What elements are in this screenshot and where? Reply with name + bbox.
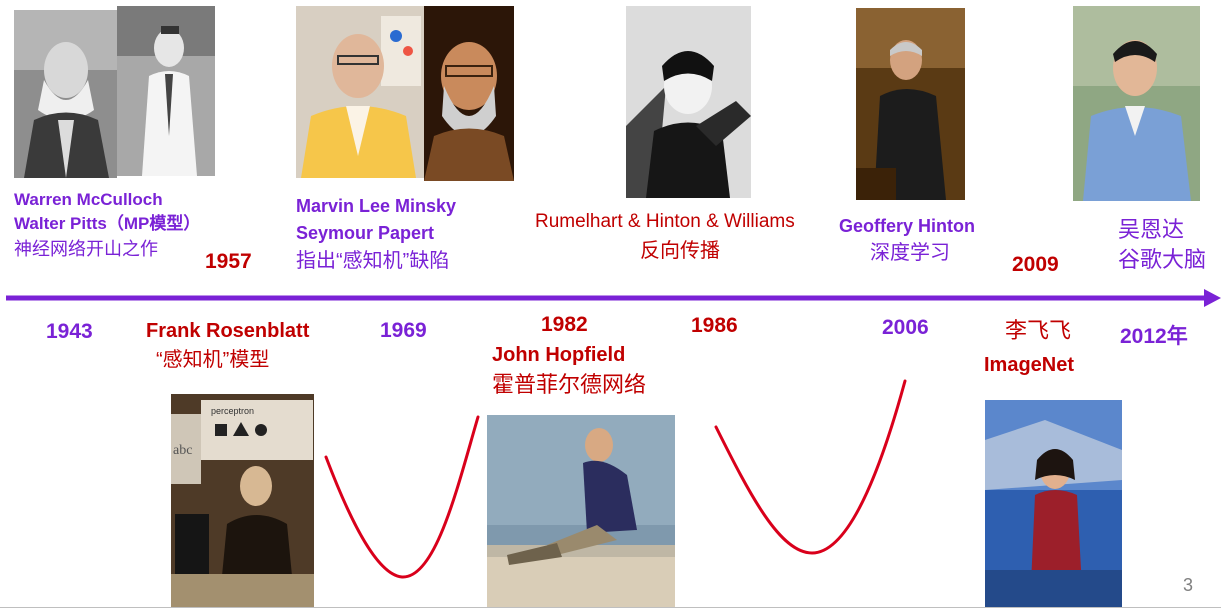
rosenblatt-photo: perceptron abc xyxy=(171,394,314,607)
mp-description: 神经网络开山之作 xyxy=(14,239,158,259)
perceptron-board-letters: abc xyxy=(173,443,192,458)
footer-rule xyxy=(0,607,1221,608)
hinton-name: Geoffery Hinton xyxy=(839,216,976,236)
hopfield-name: John Hopfield xyxy=(492,344,626,366)
minsky-name: Marvin Lee Minsky xyxy=(296,196,457,216)
decline-curve-2 xyxy=(714,379,907,555)
hinton-photo xyxy=(856,8,965,200)
timeline-arrow xyxy=(6,289,1221,307)
hopfield-photo xyxy=(487,415,675,607)
year-1982: 1982 xyxy=(541,313,588,336)
ng-name: 吴恩达 xyxy=(1118,217,1185,242)
perceptron-caption: perceptron xyxy=(211,406,254,416)
slide-number: 3 xyxy=(1183,575,1194,595)
feifei-name: 李飞飞 xyxy=(1005,318,1072,343)
ng-description: 谷歌大脑 xyxy=(1118,247,1207,272)
papert-photo xyxy=(424,6,514,181)
ng-photo xyxy=(1073,6,1200,201)
minsky-description: 指出“感知机”缺陷 xyxy=(296,250,450,272)
mcculloch-photo xyxy=(14,10,117,178)
year-2006: 2006 xyxy=(882,316,929,339)
mp-authors-line2: Walter Pitts（MP模型） xyxy=(14,214,201,233)
hinton-description: 深度学习 xyxy=(870,242,950,264)
year-1969: 1969 xyxy=(380,319,427,342)
year-1957: 1957 xyxy=(205,250,252,273)
year-2012: 2012年 xyxy=(1120,325,1188,348)
feifei-photo xyxy=(985,400,1122,607)
bp-authors: Rumelhart & Hinton & Williams xyxy=(535,211,795,232)
bp-description: 反向传播 xyxy=(640,240,720,262)
pitts-photo xyxy=(117,6,215,176)
rosenblatt-name: Frank Rosenblatt xyxy=(146,320,310,342)
rumelhart-photo xyxy=(626,6,751,198)
year-2009: 2009 xyxy=(1012,253,1059,276)
year-1943: 1943 xyxy=(46,320,93,343)
minsky-photo xyxy=(296,6,424,178)
mp-authors-line1: Warren McCulloch xyxy=(14,190,163,209)
imagenet-label: ImageNet xyxy=(984,354,1075,376)
hopfield-description: 霍普菲尔德网络 xyxy=(492,372,647,397)
papert-name: Seymour Papert xyxy=(296,223,435,243)
perceptron-description: “感知机”模型 xyxy=(156,349,270,371)
decline-curve-1 xyxy=(324,415,480,579)
year-1986: 1986 xyxy=(691,314,738,337)
